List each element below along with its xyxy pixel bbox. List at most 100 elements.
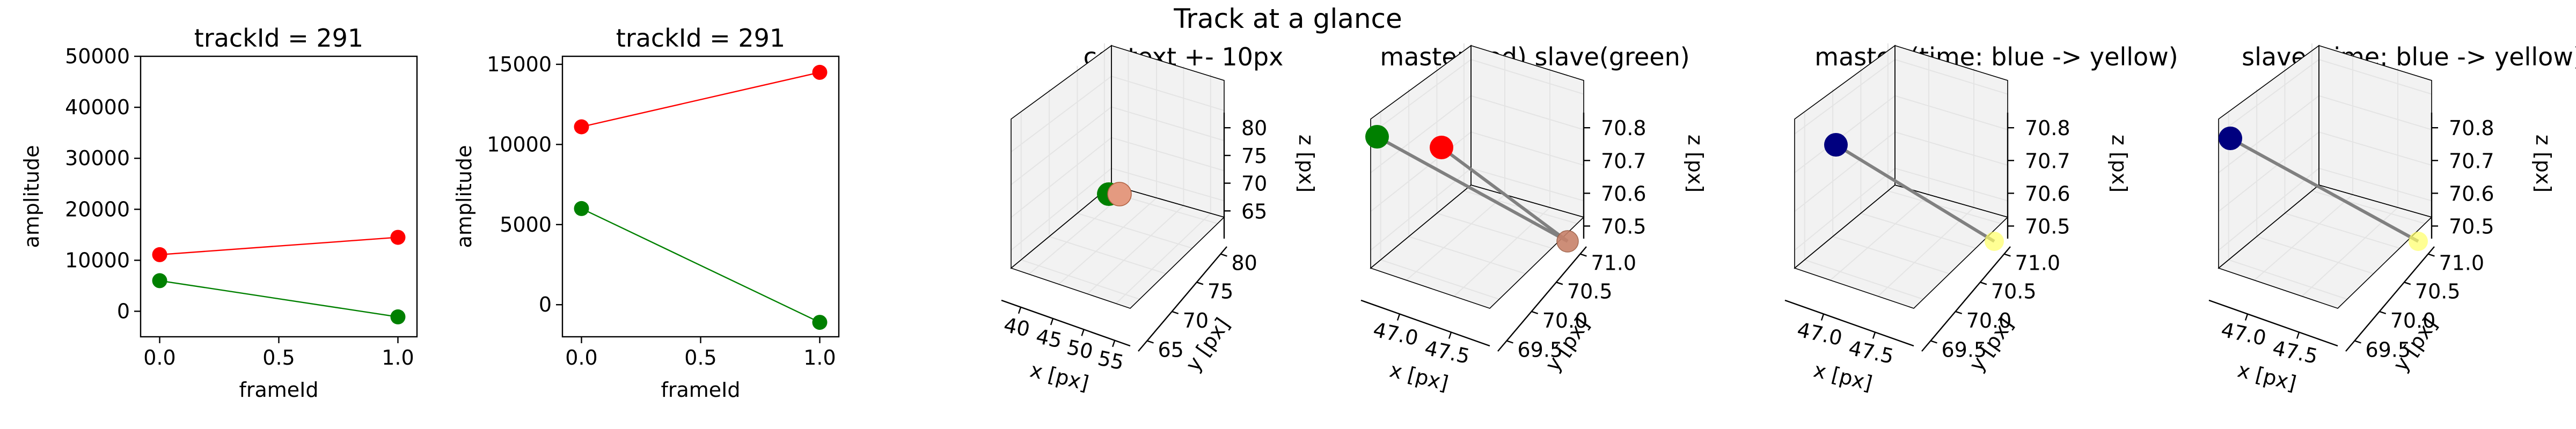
- axis-pane: [2219, 185, 2432, 308]
- x-axis-line: [1360, 299, 1490, 347]
- axes-frame: [140, 55, 418, 338]
- data-point: [1107, 182, 1132, 206]
- x-tick: [1018, 307, 1022, 314]
- series-line-1: [159, 236, 398, 256]
- y-tick-label: 70.5: [2415, 279, 2461, 303]
- x-tick: [2244, 314, 2249, 321]
- y-tick-label: 10000: [65, 248, 130, 272]
- y-tick-label: 75: [1208, 279, 1233, 303]
- z-tick-label: 70: [1241, 172, 1267, 196]
- series-line-2: [581, 208, 821, 323]
- axes-frame: [561, 55, 840, 338]
- z-tick-label: 70.5: [2025, 215, 2070, 239]
- y-tick-label: 70.0: [2390, 309, 2436, 332]
- x-tick-label: 47.5: [2271, 336, 2320, 368]
- y-tick-label: 5000: [500, 213, 552, 236]
- chart-1: trackId = 291 0.0 0.5 1.0 0 10000 20000 30000 40…: [20, 24, 418, 402]
- y-tick-label: 65: [1158, 338, 1184, 362]
- y-tick-label: 50000: [65, 45, 130, 68]
- y-axis-line: [2345, 246, 2435, 352]
- axis-pane: [1895, 46, 2008, 217]
- chart-title: trackId = 291: [616, 24, 785, 53]
- y-tick: [1955, 310, 1963, 315]
- x-tick-label: 0.5: [262, 346, 295, 369]
- y-axis-line: [1497, 246, 1587, 352]
- y-tick-label: 70: [1183, 309, 1209, 332]
- y-tick-label: 69.5: [2366, 338, 2411, 362]
- data-point: [1365, 125, 1389, 149]
- x-axis-label: x [px]: [1028, 358, 1091, 396]
- y-tick-label: 70.0: [1542, 309, 1588, 332]
- z-axis-label: z [px]: [1684, 135, 1707, 193]
- y-tick: [2004, 253, 2011, 257]
- y-tick-label: 71.0: [2015, 252, 2060, 275]
- x-tick: [1050, 318, 1054, 326]
- y-tick: [1196, 282, 1204, 285]
- z-axis-label: z [px]: [2531, 135, 2555, 193]
- y-tick: [1531, 310, 1539, 315]
- z-axis-label: z [px]: [2107, 135, 2131, 193]
- data-point: [1430, 136, 1453, 159]
- x-tick-label: 47.0: [1371, 317, 1421, 350]
- track-segment: [1376, 135, 1569, 243]
- axis-pane: [1371, 185, 1584, 308]
- x-tick-label: 47.0: [1795, 317, 1845, 350]
- y-tick-label: 71.0: [2439, 252, 2484, 275]
- x-axis-label: x [px]: [1387, 358, 1451, 396]
- y-tick: [1147, 340, 1154, 344]
- chart-2: trackId = 291 0.0 0.5 1.0 0 5000 10000 15000 fra…: [452, 24, 840, 402]
- y-tick-label: 70.5: [1991, 279, 2037, 303]
- y-tick: [1220, 253, 1227, 257]
- data-point: [390, 230, 406, 245]
- z-tick-label: 70.6: [1601, 182, 1646, 205]
- track-segment: [2229, 137, 2419, 243]
- axis-pane: [1111, 46, 1224, 217]
- y-tick-label: 69.5: [1942, 338, 1987, 362]
- z-tick-label: 80: [1241, 116, 1267, 140]
- y-tick: [1980, 282, 1987, 285]
- y-axis-line: [1921, 246, 2011, 352]
- axis-pane: [1011, 46, 1111, 268]
- x-axis-label: x [px]: [1811, 358, 1875, 396]
- data-point: [2219, 127, 2242, 150]
- x-tick-label: 1.0: [803, 346, 836, 369]
- x-tick-label: 47.5: [1423, 336, 1472, 368]
- y-tick: [1172, 310, 1179, 315]
- data-point: [812, 64, 828, 80]
- track-segment: [1835, 143, 1995, 243]
- y-tick-label: 70.0: [1966, 309, 2012, 332]
- y-tick-label: 69.5: [1518, 338, 1563, 362]
- y-tick: [1580, 253, 1587, 257]
- chart-title: trackId = 291: [194, 24, 363, 53]
- data-point: [574, 201, 589, 216]
- y-tick: [1506, 340, 1513, 344]
- x-tick: [1872, 332, 1876, 339]
- axis-pane: [1011, 185, 1224, 308]
- series-line-2: [159, 280, 398, 318]
- series-line-1: [581, 71, 820, 128]
- data-point: [574, 119, 589, 135]
- axis-pane: [1795, 46, 1895, 268]
- y-tick-label: 15000: [487, 53, 552, 76]
- z-tick-label: 70.8: [2449, 116, 2494, 140]
- data-point: [1985, 232, 2004, 251]
- y-tick-label: 10000: [487, 132, 552, 156]
- y-tick: [2354, 340, 2361, 344]
- x-tick: [2296, 332, 2300, 339]
- data-point: [2409, 232, 2428, 251]
- x-tick-label: 0.0: [565, 346, 597, 369]
- y-tick-label: 30000: [65, 146, 130, 170]
- x-tick: [1396, 314, 1401, 321]
- x-axis-line: [2208, 299, 2338, 347]
- data-point: [812, 315, 828, 330]
- data-point: [1824, 133, 1848, 157]
- y-axis-label: amplitude: [452, 145, 476, 248]
- axis-pane: [1371, 46, 1471, 268]
- z-axis-label: z [px]: [1294, 135, 1318, 193]
- x-tick-label: 47.5: [1847, 336, 1896, 368]
- x-axis-label: x [px]: [2235, 358, 2299, 396]
- y-tick-label: 70.5: [1567, 279, 1613, 303]
- y-tick: [2404, 282, 2411, 285]
